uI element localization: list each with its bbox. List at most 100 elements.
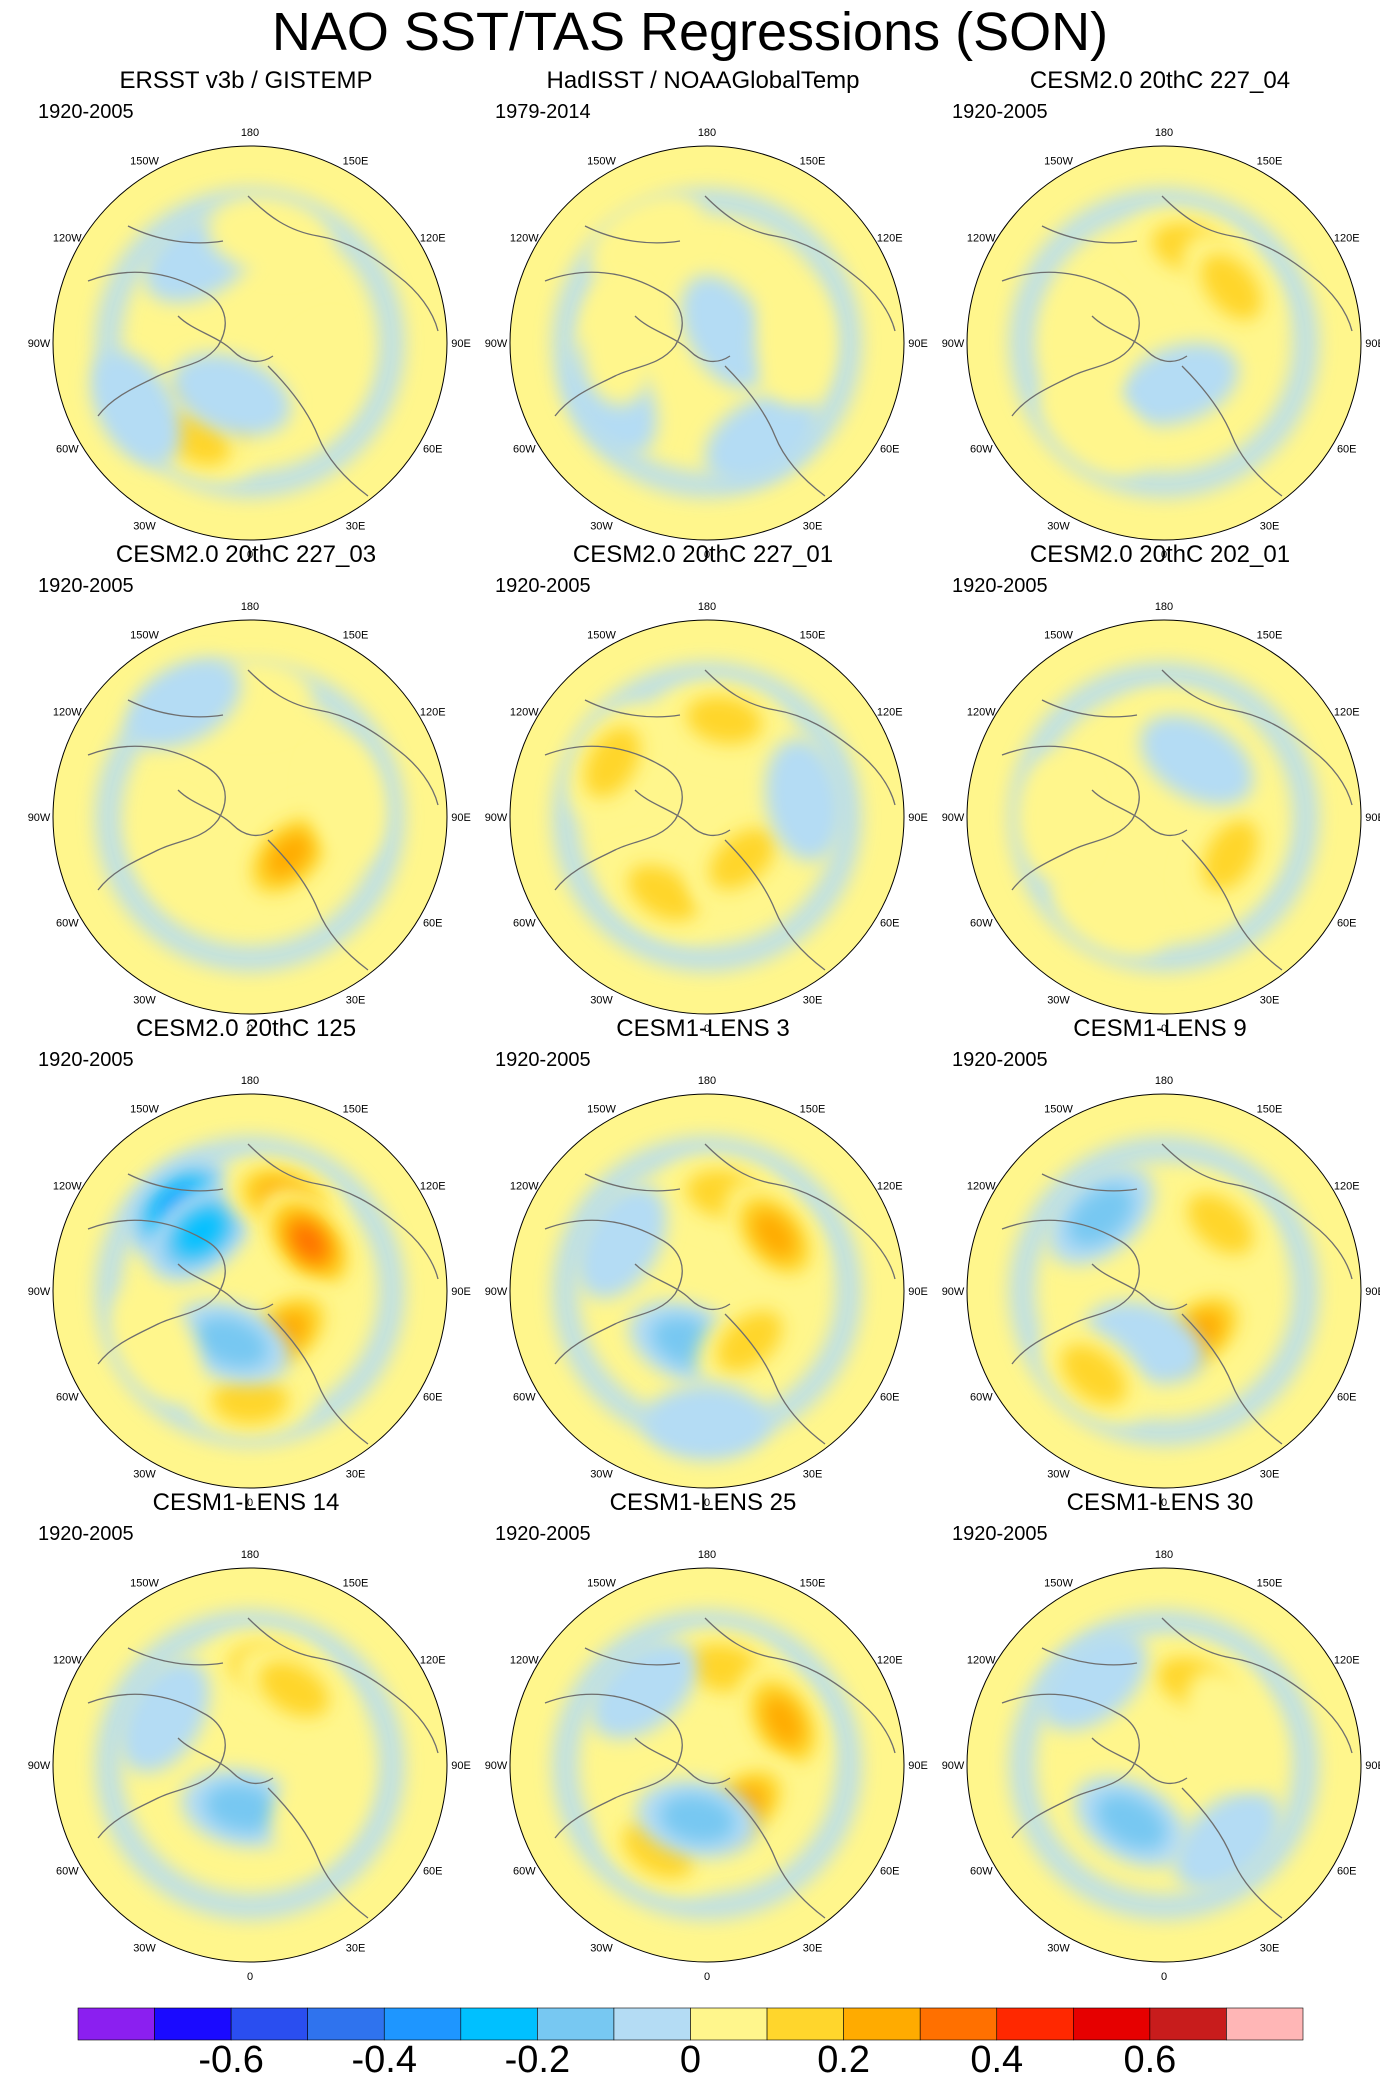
longitude-label: 30E bbox=[803, 1469, 823, 1481]
longitude-label: 30W bbox=[133, 521, 156, 533]
longitude-label: 150E bbox=[343, 1103, 369, 1115]
longitude-label: 120E bbox=[1334, 707, 1360, 719]
panel-title: CESM1-LENS 3 bbox=[616, 1015, 790, 1042]
longitude-label: 180 bbox=[241, 1075, 259, 1087]
coastline bbox=[1181, 1313, 1283, 1445]
longitude-label: 120W bbox=[510, 1655, 539, 1667]
map-outline bbox=[52, 619, 448, 1015]
longitude-label: 90W bbox=[485, 338, 508, 350]
colorbar-tick-label: 0.4 bbox=[970, 2039, 1024, 2081]
longitude-label: 0 bbox=[704, 1023, 710, 1035]
longitude-label: 120E bbox=[1334, 233, 1360, 245]
coastline bbox=[177, 1737, 274, 1785]
anomaly-contour bbox=[1040, 377, 1148, 477]
anomaly-contour bbox=[752, 1210, 797, 1259]
map-panel: 180 150E 120E 90E 60E 30E 0 30W 60W 90W 120W 150W Ha… bbox=[475, 66, 931, 561]
longitude-label: 90W bbox=[28, 1286, 51, 1298]
colorbar-swatch bbox=[690, 2007, 768, 2041]
map-outline bbox=[52, 1567, 448, 1963]
anomaly-contour bbox=[756, 281, 833, 405]
coastline bbox=[1091, 315, 1188, 363]
longitude-label: 90E bbox=[451, 812, 471, 824]
anomaly-contour bbox=[704, 392, 819, 483]
anomaly-contour bbox=[1200, 253, 1262, 320]
longitude-label: 120E bbox=[420, 233, 446, 245]
anomaly-contour bbox=[1096, 1794, 1167, 1850]
map-outline bbox=[509, 1093, 905, 1489]
anomaly-contour bbox=[584, 727, 641, 798]
anomaly-belt bbox=[1009, 188, 1319, 498]
longitude-label: 90E bbox=[1365, 338, 1380, 350]
anomaly-contour bbox=[138, 798, 229, 913]
panel-title: CESM1-LENS 9 bbox=[1073, 1015, 1247, 1042]
anomaly-contour bbox=[204, 1784, 281, 1833]
longitude-label: 60W bbox=[513, 918, 536, 930]
coastline bbox=[1041, 225, 1138, 244]
longitude-label: 0 bbox=[1161, 1971, 1167, 1983]
anomaly-contour bbox=[1173, 1791, 1281, 1890]
coastline bbox=[267, 1787, 369, 1919]
panel-period: 1920-2005 bbox=[952, 101, 1048, 123]
coastline bbox=[704, 669, 896, 806]
anomaly-contour bbox=[177, 1210, 225, 1255]
longitude-label: 30W bbox=[133, 1469, 156, 1481]
longitude-label: 90E bbox=[908, 338, 928, 350]
coastline bbox=[1091, 1737, 1188, 1785]
polar-map: 180 150E 120E 90E 60E 30E 0 30W 60W 90W 120W 150W bbox=[485, 601, 928, 1035]
longitude-label: 120E bbox=[877, 1181, 903, 1193]
anomaly-belt bbox=[552, 188, 862, 498]
longitude-label: 180 bbox=[698, 1075, 716, 1087]
longitude-label: 90W bbox=[942, 1286, 965, 1298]
longitude-label: 150W bbox=[130, 155, 159, 167]
anomaly-contour bbox=[271, 1746, 362, 1861]
polar-map: 180 150E 120E 90E 60E 30E 0 30W 60W 90W 120W 150W bbox=[485, 1549, 928, 1983]
longitude-label: 120W bbox=[53, 1655, 82, 1667]
coastline bbox=[1181, 839, 1283, 971]
colorbar-swatch bbox=[154, 2007, 232, 2041]
coastline bbox=[247, 669, 439, 806]
panel-title: CESM2.0 20thC 125 bbox=[135, 1015, 357, 1042]
polar-map: 180 150E 120E 90E 60E 30E 0 30W 60W 90W 120W 150W bbox=[485, 127, 928, 561]
panel-title: CESM1-LENS 25 bbox=[609, 1489, 797, 1516]
coastline bbox=[704, 1143, 896, 1280]
longitude-label: 60W bbox=[970, 918, 993, 930]
longitude-label: 30E bbox=[803, 521, 823, 533]
longitude-label: 60E bbox=[880, 1866, 900, 1878]
panel-period: 1920-2005 bbox=[495, 1049, 591, 1071]
panel-title: CESM2.0 20thC 227_03 bbox=[115, 541, 377, 568]
longitude-label: 150W bbox=[1044, 629, 1073, 641]
coastline bbox=[704, 1617, 896, 1754]
longitude-label: 180 bbox=[241, 601, 259, 613]
longitude-label: 120E bbox=[877, 707, 903, 719]
coastline bbox=[584, 1647, 681, 1666]
colorbar-tick-label: -0.4 bbox=[351, 2039, 417, 2081]
anomaly-contour bbox=[581, 281, 658, 405]
longitude-label: 120E bbox=[1334, 1181, 1360, 1193]
anomaly-contour bbox=[765, 738, 843, 862]
longitude-label: 120W bbox=[53, 233, 82, 245]
polar-map: 180 150E 120E 90E 60E 30E 0 30W 60W 90W 120W 150W bbox=[28, 1549, 471, 1983]
map-outline bbox=[966, 145, 1362, 541]
longitude-label: 120E bbox=[420, 707, 446, 719]
anomaly-contour bbox=[1185, 1669, 1276, 1784]
longitude-label: 150E bbox=[1257, 155, 1283, 167]
colorbar-swatch bbox=[77, 2007, 155, 2041]
coastline bbox=[1041, 1173, 1138, 1192]
longitude-label: 30E bbox=[346, 995, 366, 1007]
anomaly-contour bbox=[1202, 820, 1259, 891]
map-panel: 180 150E 120E 90E 60E 30E 0 30W 60W 90W 120W 150W CE… bbox=[475, 1488, 931, 1983]
map-panel: 180 150E 120E 90E 60E 30E 0 30W 60W 90W 120W 150W CE… bbox=[475, 540, 931, 1035]
coastline bbox=[1161, 669, 1353, 806]
polar-map: 180 150E 120E 90E 60E 30E 0 30W 60W 90W 120W 150W bbox=[28, 127, 471, 561]
colorbar-tick-label: 0.2 bbox=[817, 2039, 871, 2081]
coastline bbox=[267, 365, 369, 497]
map-outline bbox=[966, 1567, 1362, 1963]
anomaly-contour bbox=[308, 738, 386, 862]
longitude-label: 90W bbox=[485, 1286, 508, 1298]
coastline bbox=[177, 1263, 274, 1311]
panel-period: 1920-2005 bbox=[38, 575, 134, 597]
colorbar-tick-label: -0.2 bbox=[504, 2039, 571, 2081]
longitude-label: 150W bbox=[587, 1577, 616, 1589]
longitude-label: 60W bbox=[970, 444, 993, 456]
anomaly-contour bbox=[1052, 866, 1167, 957]
